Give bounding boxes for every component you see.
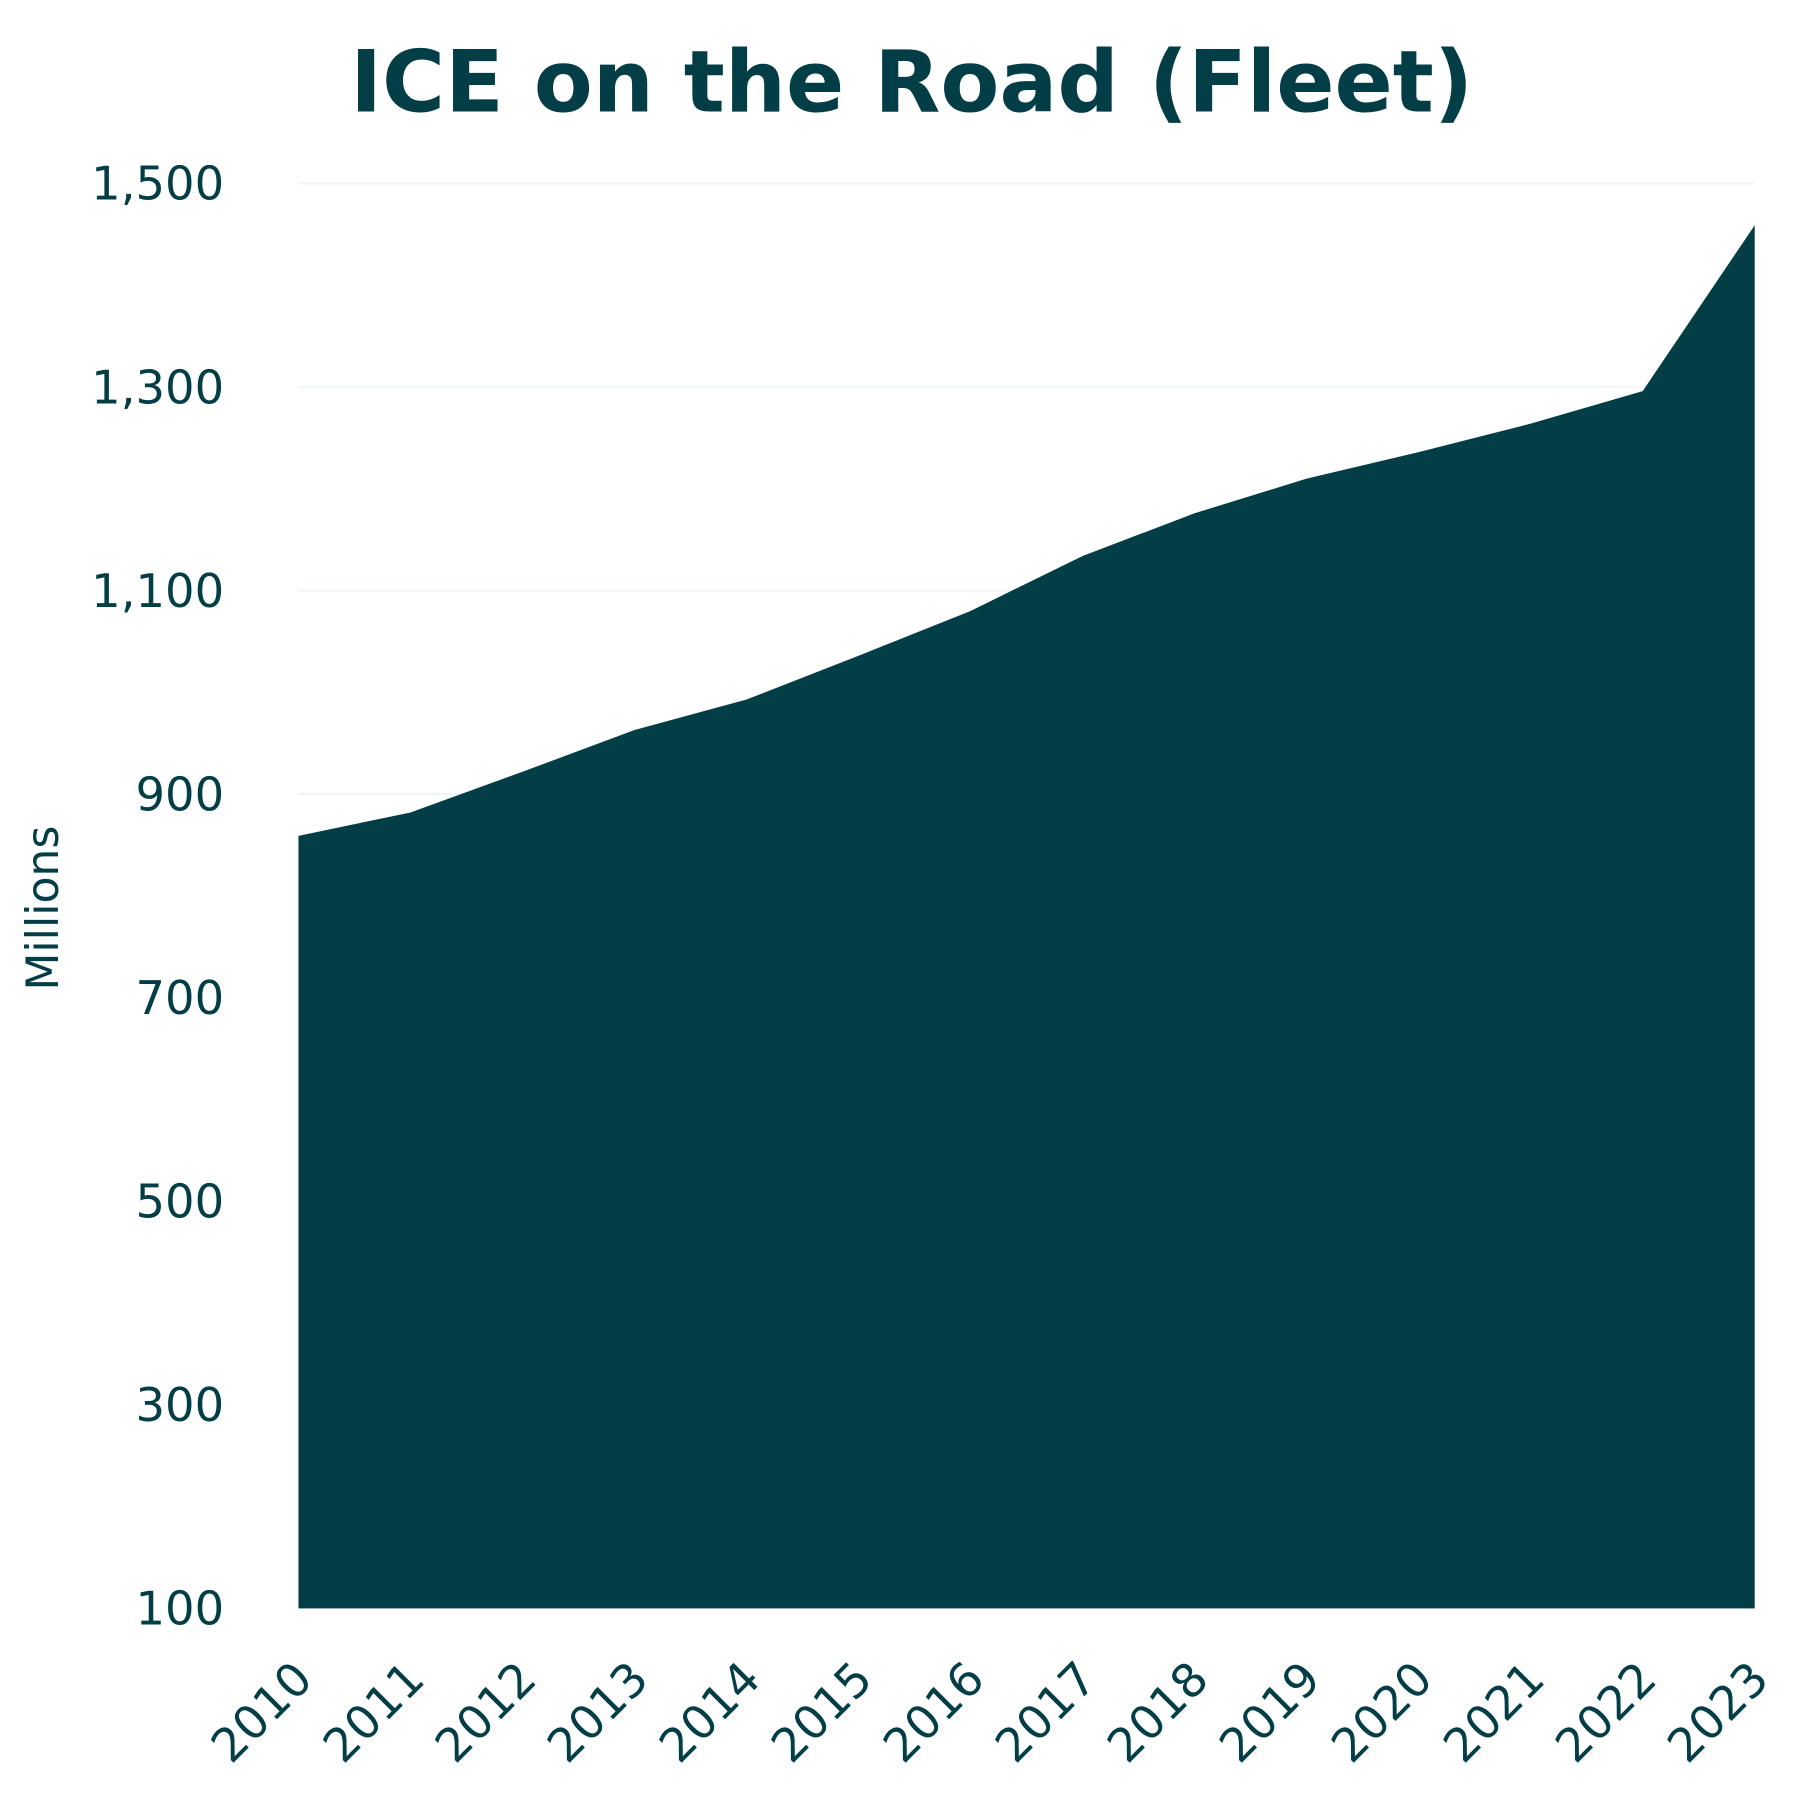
x-tick-label: 2018 (1097, 1651, 1219, 1773)
y-tick-label: 900 (135, 767, 224, 821)
y-tick-label: 100 (135, 1582, 224, 1636)
x-tick-label: 2019 (1209, 1651, 1331, 1773)
x-tick-label: 2017 (985, 1651, 1107, 1773)
x-axis: 2010201120122013201420152016201720182019… (201, 1651, 1779, 1773)
y-axis: 100 300 500 700 900 1,100 1,300 1,500 (91, 157, 224, 1636)
y-tick-label: 1,500 (91, 157, 224, 211)
x-tick-label: 2013 (537, 1651, 659, 1773)
x-tick-label: 2010 (201, 1651, 323, 1773)
y-tick-label: 700 (135, 971, 224, 1025)
x-tick-label: 2011 (313, 1651, 435, 1773)
x-tick-label: 2012 (425, 1651, 547, 1773)
x-tick-label: 2015 (761, 1651, 883, 1773)
x-tick-label: 2023 (1657, 1651, 1779, 1773)
y-tick-label: 1,100 (91, 564, 224, 618)
area-series (298, 225, 1755, 1609)
x-tick-label: 2014 (649, 1651, 771, 1773)
y-tick-label: 500 (135, 1175, 224, 1229)
y-tick-label: 300 (135, 1378, 224, 1432)
x-tick-label: 2016 (873, 1651, 995, 1773)
x-tick-label: 2020 (1321, 1651, 1443, 1773)
y-tick-label: 1,300 (91, 360, 224, 414)
y-axis-label: Millions (18, 826, 69, 991)
chart-title: ICE on the Road (Fleet) (350, 32, 1473, 132)
x-tick-label: 2021 (1433, 1651, 1555, 1773)
x-tick-label: 2022 (1545, 1651, 1667, 1773)
